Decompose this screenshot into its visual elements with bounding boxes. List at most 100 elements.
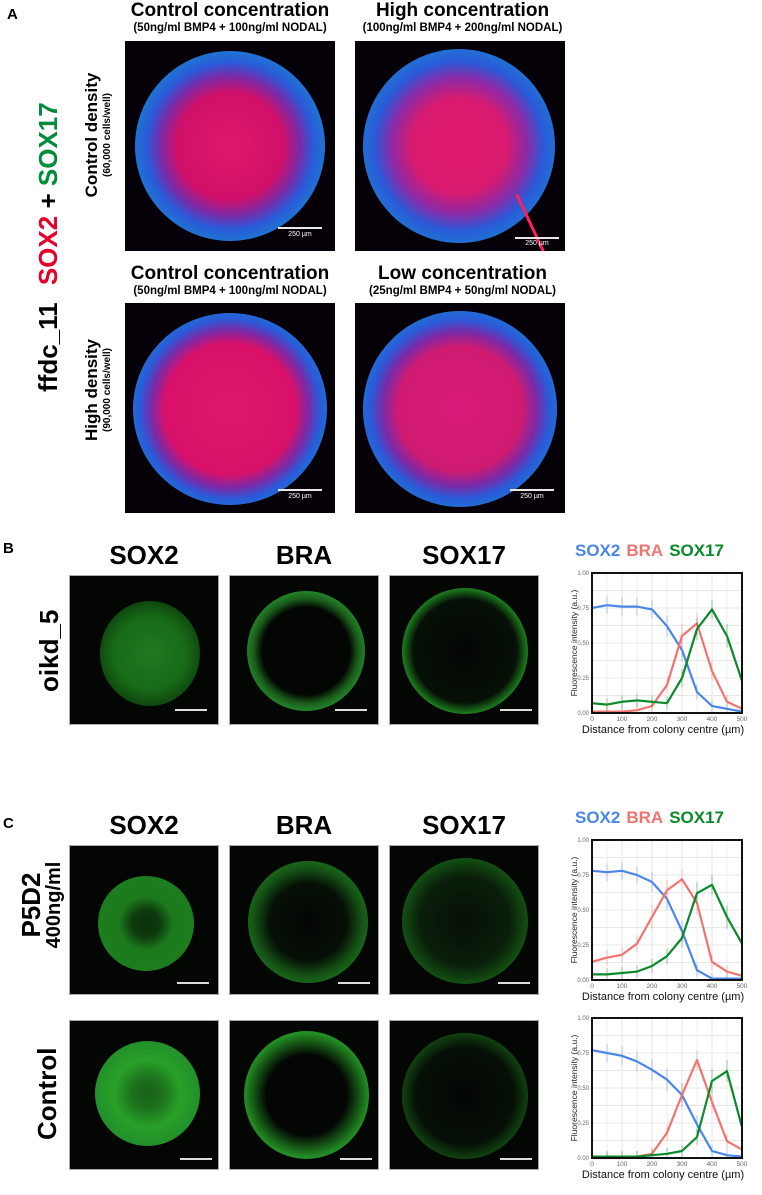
legend-sox17: SOX17 xyxy=(669,808,725,827)
row-label-control-density: Control density (60,000 cells/well) xyxy=(82,70,113,200)
svg-text:0.00: 0.00 xyxy=(577,1156,589,1162)
column-header-high-concentration: High concentration (100ng/ml BMP4 + 200n… xyxy=(345,0,580,34)
svg-text:300: 300 xyxy=(677,1161,688,1168)
panel-c-letter: C xyxy=(3,815,14,832)
legend-panel-c: SOX2 BRA SOX17 xyxy=(575,808,730,828)
row-sublabel: (90,000 cells/well) xyxy=(102,348,113,432)
svg-text:100: 100 xyxy=(617,1161,628,1168)
micrograph-bra-p5d2 xyxy=(229,845,379,995)
svg-text:Fluorescence intensity (a.u.): Fluorescence intensity (a.u.) xyxy=(570,856,579,963)
cell-line-label: ffdc_11 xyxy=(33,302,63,392)
header-sox17: SOX17 xyxy=(422,810,506,840)
column-subtitle: (50ng/ml BMP4 + 100ng/ml NODAL) xyxy=(133,22,327,34)
svg-text:0.25: 0.25 xyxy=(577,676,589,682)
svg-text:0: 0 xyxy=(590,716,594,723)
row-label-oikd-5: oikd_5 xyxy=(34,609,64,692)
panel-a-side-label: ffdc_11 SOX2 + SOX17 xyxy=(33,102,64,392)
micrograph-sox2-p5d2 xyxy=(69,845,219,995)
svg-text:0.75: 0.75 xyxy=(577,1051,589,1057)
micrograph-sox17-control xyxy=(389,1020,539,1170)
colony-image-control-conc-high-density: 250 µm xyxy=(125,303,335,513)
svg-text:0.75: 0.75 xyxy=(577,873,589,879)
svg-text:100: 100 xyxy=(617,983,628,990)
svg-text:1.00: 1.00 xyxy=(577,838,589,844)
column-subtitle: (25ng/ml BMP4 + 50ng/ml NODAL) xyxy=(369,285,556,297)
svg-text:300: 300 xyxy=(677,716,688,723)
row-label: High density xyxy=(82,339,101,442)
column-header-control-concentration-2: Control concentration (50ng/ml BMP4 + 10… xyxy=(115,263,345,297)
svg-text:0.50: 0.50 xyxy=(577,1086,589,1092)
svg-text:Fluorescence intensity (a.u.): Fluorescence intensity (a.u.) xyxy=(570,589,579,696)
scale-bar-label: 250 µm xyxy=(520,493,544,500)
svg-text:100: 100 xyxy=(617,716,628,723)
plus-sign: + xyxy=(33,193,63,209)
svg-text:500: 500 xyxy=(737,1161,748,1168)
legend-bra: BRA xyxy=(626,541,664,560)
svg-text:0.75: 0.75 xyxy=(577,606,589,612)
scale-bar-label: 250 µm xyxy=(288,231,312,238)
svg-text:Distance from colony centre (µ: Distance from colony centre (µm) xyxy=(582,991,744,1003)
panel-a-letter: A xyxy=(7,6,18,23)
header-bra: BRA xyxy=(275,810,333,840)
svg-text:400: 400 xyxy=(707,983,718,990)
row-sublabel: 400ng/ml xyxy=(43,861,65,949)
sox2-marker-label: SOX2 xyxy=(33,215,63,286)
legend-sox2: SOX2 xyxy=(575,541,621,560)
svg-text:Distance from colony centre (µ: Distance from colony centre (µm) xyxy=(582,724,744,736)
legend-sox2: SOX2 xyxy=(575,808,621,827)
header-sox17: SOX17 xyxy=(422,540,506,570)
micrograph-sox17-p5d2 xyxy=(389,845,539,995)
svg-text:400: 400 xyxy=(707,1161,718,1168)
micrograph-bra-control xyxy=(229,1020,379,1170)
svg-text:200: 200 xyxy=(647,983,658,990)
svg-text:0.00: 0.00 xyxy=(577,711,589,717)
line-chart-control: 0.00 0.25 0.50 0.75 1.00 0 100 200 300 400 500 Fluo… xyxy=(569,1010,762,1190)
svg-text:300: 300 xyxy=(677,983,688,990)
header-sox2: SOX2 xyxy=(109,540,179,570)
scale-bar-label: 250 µm xyxy=(525,240,549,247)
svg-text:0.00: 0.00 xyxy=(577,978,589,984)
svg-text:200: 200 xyxy=(647,716,658,723)
column-header-control-concentration: Control concentration (50ng/ml BMP4 + 10… xyxy=(115,0,345,34)
svg-text:0.50: 0.50 xyxy=(577,908,589,914)
colony-image-control-control: 250 µm xyxy=(125,41,335,251)
scale-bar-label: 250 µm xyxy=(288,493,312,500)
micrograph-sox2-oikd5 xyxy=(69,575,219,725)
column-subtitle: (50ng/ml BMP4 + 100ng/ml NODAL) xyxy=(133,285,327,297)
svg-text:500: 500 xyxy=(737,716,748,723)
row-label-high-density: High density (90,000 cells/well) xyxy=(82,325,113,455)
colony-image-low-conc-high-density: 250 µm xyxy=(355,303,565,513)
sox17-marker-label: SOX17 xyxy=(33,102,63,187)
row-label-p5d2: P5D2 400ng/ml xyxy=(16,850,65,960)
column-title: High concentration xyxy=(375,0,550,21)
legend-sox17: SOX17 xyxy=(669,541,725,560)
row-sublabel: (60,000 cells/well) xyxy=(102,93,113,177)
svg-text:0.25: 0.25 xyxy=(577,1121,589,1127)
legend-bra: BRA xyxy=(626,808,664,827)
panel-b-letter: B xyxy=(3,540,14,557)
column-title: Control concentration xyxy=(130,263,330,284)
legend-panel-b: SOX2 BRA SOX17 xyxy=(575,541,730,561)
column-subtitle: (100ng/ml BMP4 + 200ng/ml NODAL) xyxy=(362,22,563,34)
column-title: Control concentration xyxy=(130,0,330,21)
svg-text:0: 0 xyxy=(590,983,594,990)
line-chart-p5d2: 0.00 0.25 0.50 0.75 1.00 0 100 200 300 400 500 Fluo… xyxy=(569,832,762,1012)
micrograph-sox17-oikd5 xyxy=(389,575,539,725)
svg-text:400: 400 xyxy=(707,716,718,723)
row-label: Control density xyxy=(82,72,101,198)
svg-text:1.00: 1.00 xyxy=(577,571,589,577)
colony-image-high-conc-control-density: 250 µm xyxy=(355,41,565,251)
svg-text:Fluorescence intensity (a.u.): Fluorescence intensity (a.u.) xyxy=(570,1034,579,1141)
svg-text:Distance from colony centre (µ: Distance from colony centre (µm) xyxy=(582,1169,744,1181)
row-label: P5D2 xyxy=(16,872,46,938)
column-title: Low concentration xyxy=(378,263,547,284)
svg-text:1.00: 1.00 xyxy=(577,1016,589,1022)
micrograph-sox2-control xyxy=(69,1020,219,1170)
column-header-low-concentration: Low concentration (25ng/ml BMP4 + 50ng/m… xyxy=(345,263,580,297)
header-bra: BRA xyxy=(275,540,333,570)
svg-text:500: 500 xyxy=(737,983,748,990)
svg-text:0.25: 0.25 xyxy=(577,943,589,949)
header-sox2: SOX2 xyxy=(109,810,179,840)
svg-text:0: 0 xyxy=(590,1161,594,1168)
svg-text:0.50: 0.50 xyxy=(577,641,589,647)
